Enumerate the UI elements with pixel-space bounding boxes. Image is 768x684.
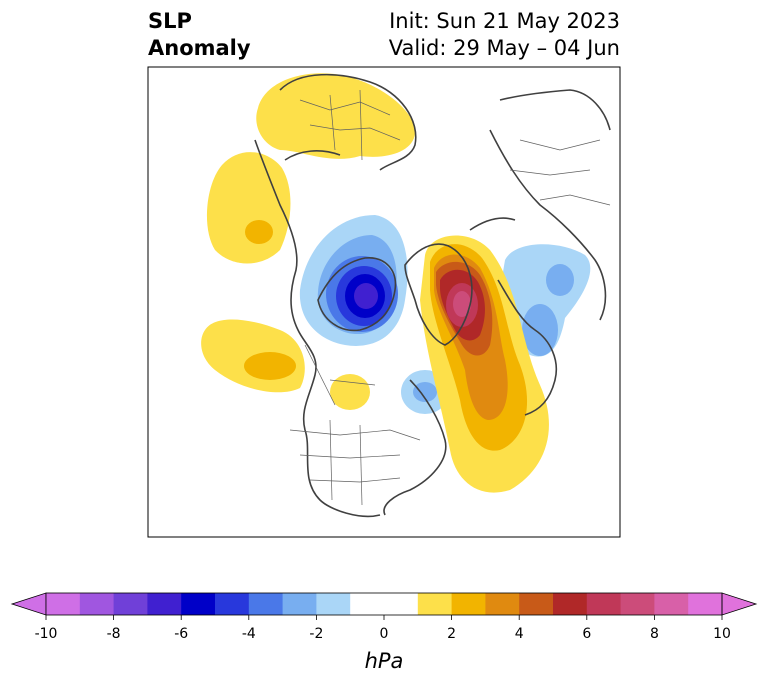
colorbar-bin (688, 593, 723, 615)
colorbar-bin (46, 593, 81, 615)
forecast-dates: Init: Sun 21 May 2023 Valid: 29 May – 04… (389, 8, 620, 62)
map-frame (147, 66, 621, 538)
colorbar-tick-label: -2 (309, 626, 323, 642)
colorbar-bin (417, 593, 453, 615)
colorbar-bin (384, 593, 419, 615)
colorbar (10, 592, 758, 616)
colorbar-tick-label: -10 (35, 626, 58, 642)
anomaly-siberia-positive (256, 73, 416, 159)
colorbar-tick-label: -4 (242, 626, 256, 642)
colorbar-bin (215, 593, 250, 615)
colorbar-tick-label: 4 (515, 626, 524, 642)
colorbar-bin (282, 593, 317, 615)
colorbar-bin (113, 593, 148, 615)
colorbar-bin (350, 593, 385, 615)
init-date: Init: Sun 21 May 2023 (389, 9, 620, 33)
colorbar-tick-label: 6 (582, 626, 591, 642)
colorbar-bin (654, 593, 689, 615)
colorbar-tick-label: -6 (174, 626, 188, 642)
map-title: SLP Anomaly (148, 8, 251, 62)
colorbar-unit-label: hPa (365, 649, 404, 673)
coastlines (254, 73, 611, 518)
colorbar-tick-label: 10 (713, 626, 731, 642)
valid-range: Valid: 29 May – 04 Jun (388, 36, 620, 60)
political-borders (289, 89, 611, 506)
colorbar-bin (79, 593, 115, 615)
colorbar-bin (519, 593, 554, 615)
anomaly-alaska-positive (206, 152, 291, 264)
colorbar-bin (248, 593, 284, 615)
colorbar-bin (451, 593, 486, 615)
colorbar-extend-high (721, 592, 758, 616)
anomaly-field (148, 67, 620, 537)
map-title-line2: Anomaly (148, 36, 251, 60)
colorbar-bin (553, 593, 588, 615)
map-title-line1: SLP (148, 9, 192, 33)
colorbar-bin (316, 593, 351, 615)
anomaly-greenland-positive (420, 235, 549, 493)
colorbar-extend-low (10, 592, 47, 616)
colorbar-bin (181, 593, 216, 615)
colorbar-tick-label: 8 (650, 626, 659, 642)
colorbar-bin (620, 593, 655, 615)
colorbar-tick-label: 0 (380, 626, 389, 642)
colorbar-tick-label: -8 (107, 626, 121, 642)
colorbar-bin (586, 593, 622, 615)
colorbar-bin (485, 593, 520, 615)
colorbar-tick-label: 2 (447, 626, 456, 642)
colorbar-ticks: -10 -8 -6 -4 -2 0 2 4 6 8 10 (35, 615, 731, 642)
colorbar-bin (147, 593, 182, 615)
anomaly-canadian-arctic-negative (299, 215, 408, 346)
